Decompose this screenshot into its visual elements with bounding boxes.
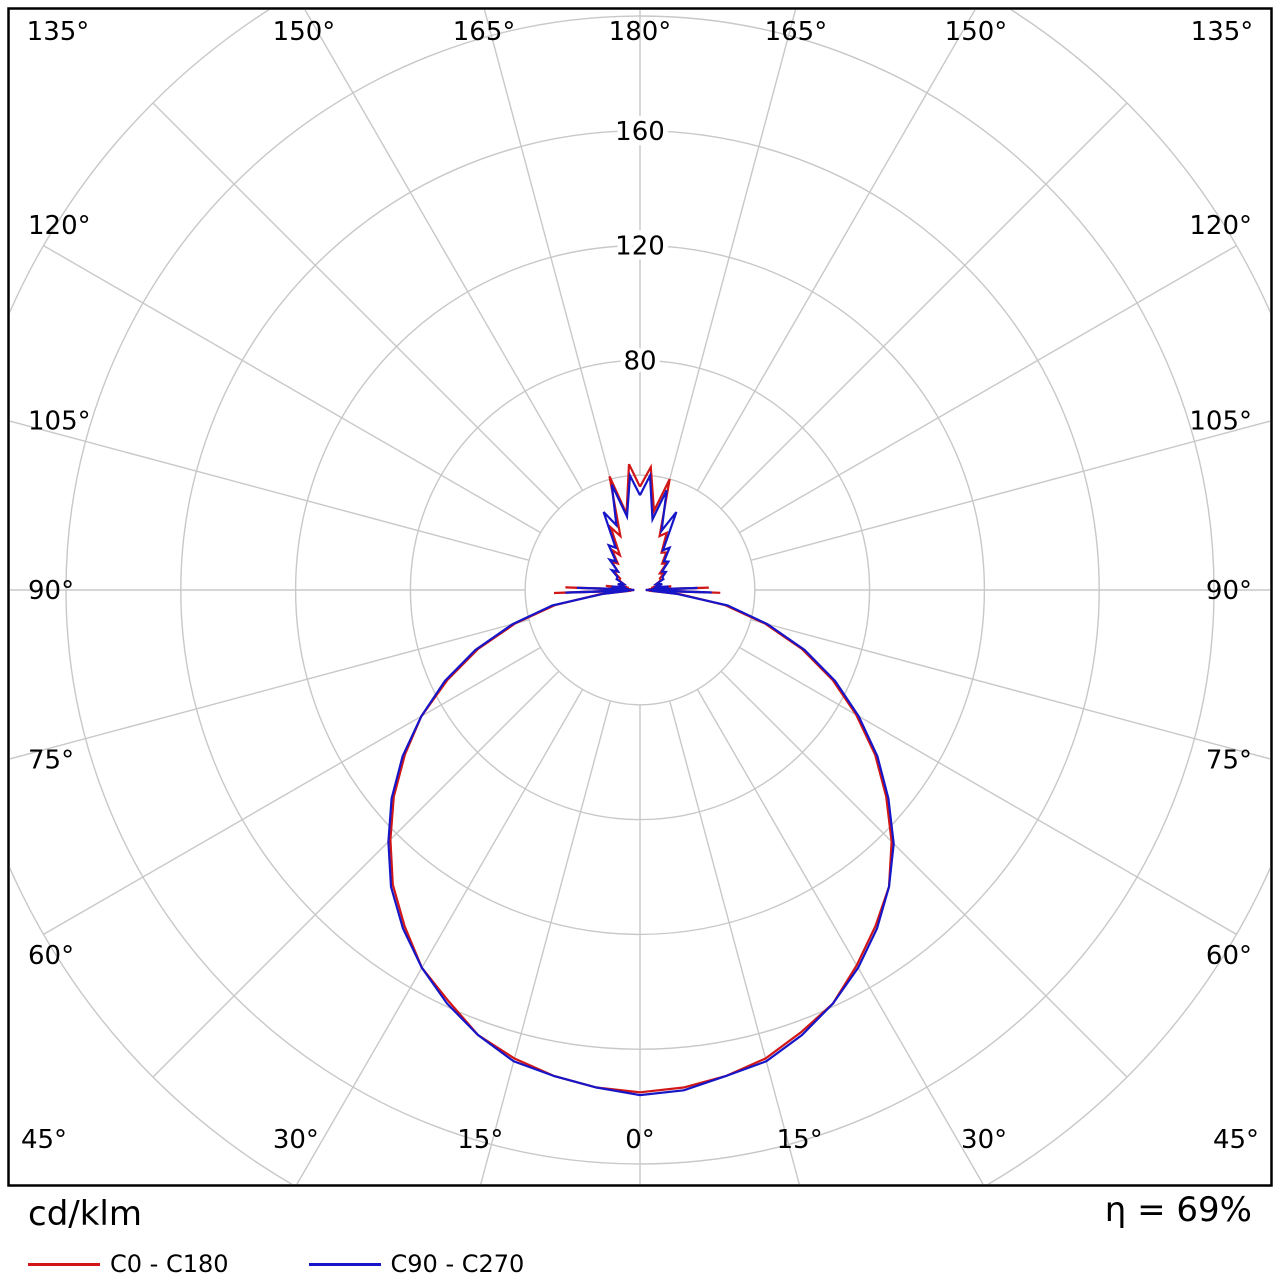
angle-tick-label: 75° xyxy=(28,745,74,775)
curve-C90-C270 xyxy=(387,471,895,1097)
angle-tick-label: 165° xyxy=(453,17,516,47)
radial-tick-label: 80 xyxy=(623,346,656,376)
legend: C0 - C180 C90 - C270 xyxy=(28,1250,524,1278)
angle-tick-label: 150° xyxy=(273,17,336,47)
angle-tick-label: 90° xyxy=(28,576,74,606)
chart-frame xyxy=(7,7,1273,1187)
c0-c180-line-swatch xyxy=(28,1262,100,1266)
legend-item-c90-c270: C90 - C270 xyxy=(308,1250,525,1278)
angle-tick-label: 135° xyxy=(27,17,90,47)
angle-tick-label: 30° xyxy=(273,1125,319,1155)
angle-tick-label: 75° xyxy=(1206,745,1252,775)
angle-tick-label: 45° xyxy=(21,1125,67,1155)
angle-tick-label: 150° xyxy=(945,17,1008,47)
legend-label-c0-c180: C0 - C180 xyxy=(110,1250,229,1278)
angle-tick-labels: 0° 15° 15° 30° 30° 45° 45° 135° 135° 150° 150° 165°… xyxy=(21,17,1259,1155)
curve-C0-C180 xyxy=(389,463,893,1094)
angle-tick-label: 120° xyxy=(28,211,91,241)
angle-tick-label: 15° xyxy=(777,1125,823,1155)
angle-tick-label: 135° xyxy=(1191,17,1254,47)
angle-tick-label: 45° xyxy=(1213,1125,1259,1155)
angle-tick-label: 105° xyxy=(1189,407,1252,437)
legend-label-c90-c270: C90 - C270 xyxy=(390,1250,525,1278)
angle-tick-label: 60° xyxy=(28,941,74,971)
angle-tick-label: 90° xyxy=(1206,576,1252,606)
radial-tick-label: 160 xyxy=(615,117,665,147)
angle-tick-label: 0° xyxy=(625,1125,655,1155)
radial-tick-labels: 80 120 160 xyxy=(610,112,670,382)
angle-tick-label: 15° xyxy=(457,1125,503,1155)
units-label: cd/klm xyxy=(28,1194,142,1234)
angle-tick-label: 120° xyxy=(1189,211,1252,241)
angle-tick-label: 105° xyxy=(28,407,91,437)
radial-tick-label: 120 xyxy=(615,232,665,262)
angle-tick-label: 180° xyxy=(609,17,672,47)
c90-c270-line-swatch xyxy=(308,1262,381,1266)
angle-tick-label: 30° xyxy=(961,1125,1007,1155)
angle-tick-label: 165° xyxy=(765,17,828,47)
efficiency-label: η = 69% xyxy=(1104,1190,1252,1230)
angle-tick-label: 60° xyxy=(1206,941,1252,971)
legend-item-c0-c180: C0 - C180 xyxy=(28,1250,229,1278)
